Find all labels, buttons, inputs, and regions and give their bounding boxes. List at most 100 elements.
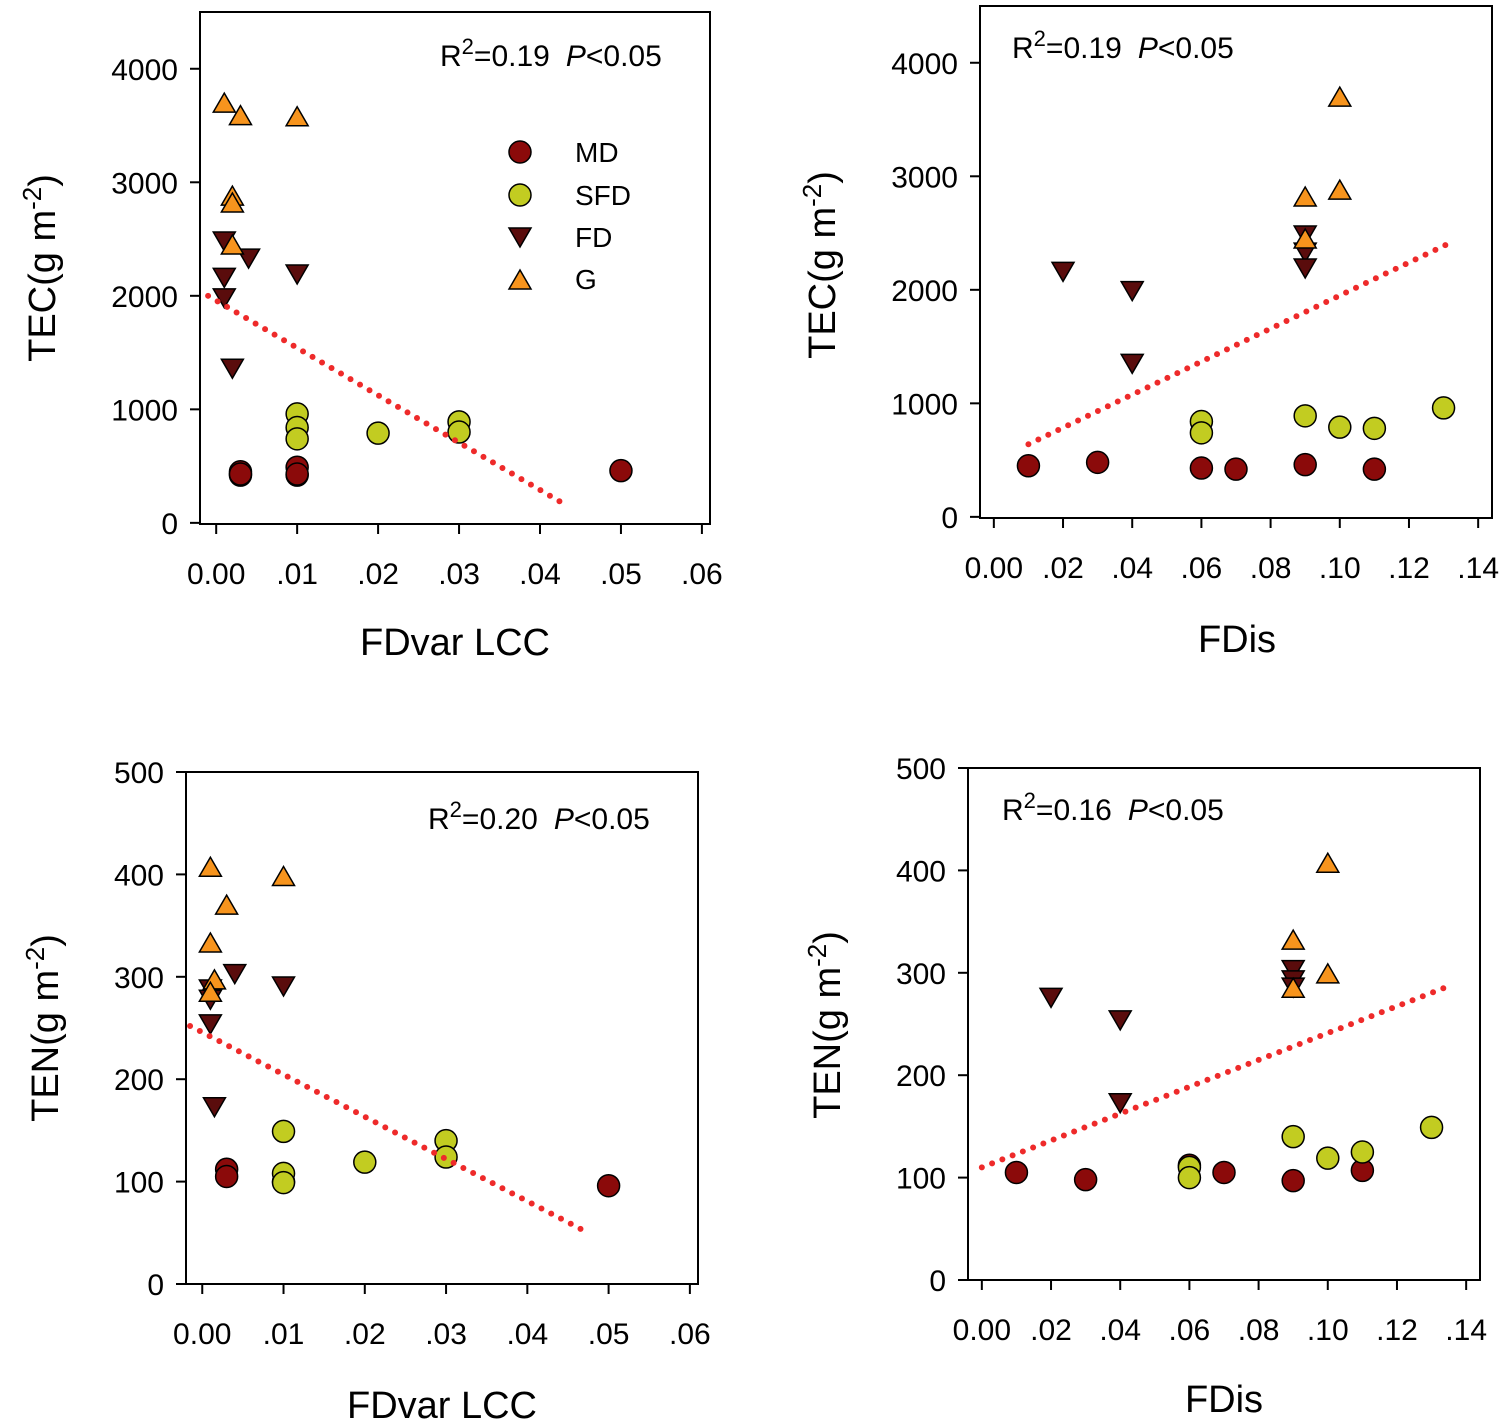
point-g: [1292, 185, 1318, 207]
plot-frame: [979, 5, 1493, 519]
x-axis-ticks: 0.00 .01 .02 .03 .04 .05 .06: [173, 1284, 711, 1351]
regression-line: [978, 983, 1452, 1171]
point-g: [220, 191, 245, 213]
point-fd: [1107, 1093, 1133, 1115]
point-sfd: [1293, 404, 1317, 428]
point-md: [1189, 456, 1214, 480]
point-fd: [220, 358, 245, 380]
x-axis-label: FDis: [1185, 1379, 1263, 1421]
x-tick-label: .10: [1307, 1314, 1349, 1347]
point-g: [228, 104, 253, 126]
y-tick-label: 500: [114, 757, 164, 790]
y-tick-label: 400: [896, 855, 946, 888]
point-sfd: [353, 1150, 377, 1174]
y-tick-label: 100: [896, 1163, 946, 1196]
x-tick-label: .04: [506, 1318, 548, 1351]
point-md: [228, 462, 253, 486]
y-tick-label: 2000: [111, 281, 178, 314]
y-axis-label-base: TEC(g m: [802, 207, 844, 359]
x-tick-label: .01: [263, 1318, 305, 1351]
point-fd: [1050, 261, 1076, 283]
y-tick-label: 0: [161, 508, 178, 541]
y-tick-label: 0: [929, 1265, 946, 1298]
x-tick-label: .14: [1445, 1314, 1487, 1347]
point-md: [214, 1164, 239, 1189]
x-tick-label: .02: [357, 558, 399, 591]
point-g: [198, 931, 223, 953]
y-axis-label-exponent: -2: [17, 187, 47, 210]
point-g: [1327, 85, 1353, 107]
point-fd: [211, 288, 237, 310]
point-fd: [271, 976, 296, 998]
point-md: [1004, 1160, 1029, 1185]
point-g: [271, 864, 296, 887]
point-md: [1016, 454, 1041, 478]
point-md: [285, 462, 309, 486]
x-tick-label: .05: [588, 1318, 630, 1351]
point-md: [1293, 452, 1317, 477]
y-tick-label: 2000: [891, 275, 958, 308]
legend-item-md: MD: [508, 137, 619, 168]
point-md: [1281, 1168, 1305, 1193]
y-axis-label-exponent: -2: [802, 944, 832, 967]
x-tick-label: 0.00: [173, 1318, 231, 1351]
panel-tec-fdvar: 0.00 .01 .02 .03 .04 .05 .06 0 1000 2000 3000 4000…: [17, 11, 723, 664]
point-sfd: [271, 1170, 296, 1195]
x-axis-ticks: 0.00 .01 .02 .03 .04 .05 .06: [187, 524, 723, 591]
legend-md-marker: [508, 140, 532, 164]
y-axis-label-exponent: -2: [20, 947, 50, 970]
point-g: [1280, 976, 1306, 998]
point-sfd: [447, 420, 471, 444]
point-g: [284, 105, 310, 127]
y-tick-label: 200: [114, 1064, 164, 1097]
x-tick-label: .03: [425, 1318, 467, 1351]
y-axis-label-base: TEN(g m: [25, 970, 67, 1122]
point-fd: [222, 963, 248, 986]
panel-ten-fdis: 0.00 .02 .04 .06 .08 .10 .12 .14 0 100 200 300 400 5…: [802, 753, 1487, 1421]
y-axis-label-end: ): [25, 934, 67, 947]
point-fd: [1038, 987, 1064, 1009]
y-tick-label: 500: [896, 753, 946, 786]
x-tick-label: .14: [1457, 552, 1499, 585]
point-g: [1292, 227, 1318, 249]
y-axis-label: TEC(g m-2): [17, 174, 64, 362]
y-axis-ticks: 0 100 200 300 400 500: [114, 757, 186, 1302]
y-axis-label-end: ): [802, 171, 844, 184]
point-md: [1224, 457, 1248, 481]
data-marks: [1016, 85, 1457, 481]
x-tick-label: .03: [438, 558, 480, 591]
point-sfd: [1189, 421, 1214, 445]
legend-g-marker: [507, 268, 533, 290]
point-g: [1315, 962, 1341, 984]
point-sfd: [285, 427, 309, 451]
stat-annotation: R2=0.20 P<0.05: [428, 797, 650, 836]
x-tick-label: .12: [1388, 552, 1430, 585]
y-tick-label: 3000: [891, 161, 958, 194]
point-fd: [198, 1014, 223, 1036]
x-tick-label: .02: [344, 1318, 386, 1351]
y-tick-label: 300: [896, 958, 946, 991]
stat-annotation: R2=0.16 P<0.05: [1002, 788, 1224, 827]
y-tick-label: 0: [941, 502, 958, 535]
legend-sfd-marker: [508, 183, 532, 207]
y-axis-label: TEN(g m-2): [802, 931, 849, 1119]
data-marks: [187, 855, 621, 1234]
x-tick-label: .08: [1250, 552, 1292, 585]
regression-line: [205, 292, 568, 508]
y-tick-label: 400: [114, 859, 164, 892]
regression-line: [187, 1022, 588, 1234]
y-tick-label: 1000: [891, 388, 958, 421]
x-tick-label: 0.00: [965, 552, 1023, 585]
x-tick-label: 0.00: [187, 558, 245, 591]
y-tick-label: 200: [896, 1060, 946, 1093]
point-fd: [1119, 353, 1145, 375]
y-tick-label: 4000: [891, 48, 958, 81]
point-sfd: [366, 421, 390, 445]
legend-item-g: G: [507, 264, 597, 295]
y-axis-label: TEC(g m-2): [797, 171, 844, 359]
point-g: [198, 855, 223, 878]
x-tick-label: .02: [1042, 552, 1084, 585]
y-axis-label-end: ): [22, 174, 64, 187]
y-tick-label: 3000: [111, 167, 178, 200]
